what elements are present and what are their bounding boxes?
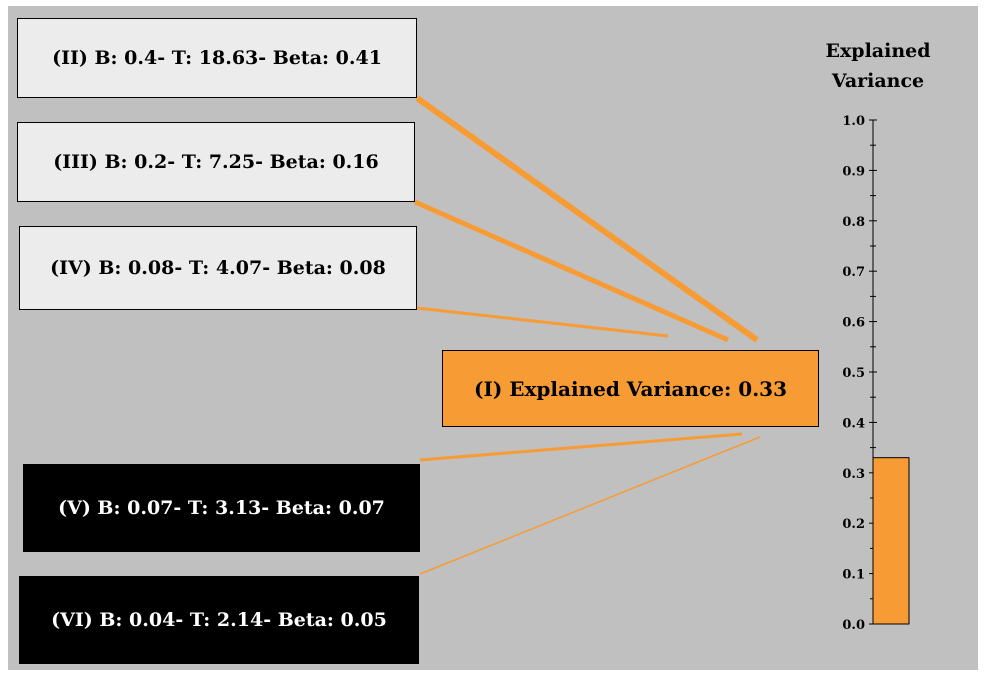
gauge-bar [872, 457, 910, 625]
predictor-label-iii: (III) B: 0.2- T: 7.25- Beta: 0.16 [53, 151, 379, 173]
gauge-title-line2: Variance [831, 70, 925, 92]
gauge-tick-label: 0.3 [842, 467, 865, 482]
gauge-tick-label: 0.4 [842, 416, 865, 431]
connector-iii [413, 199, 730, 343]
gauge-tick-label: 0.9 [842, 164, 865, 179]
connector-iv [416, 306, 669, 338]
gauge-tick-label: 0.1 [842, 568, 865, 583]
connector-vi [419, 436, 761, 575]
gauge-title: Explained Variance [808, 36, 948, 96]
gauge-tick-label: 0.6 [842, 316, 865, 331]
gauge-tick-label: 0.2 [842, 517, 865, 532]
predictor-label-ii: (II) B: 0.4- T: 18.63- Beta: 0.41 [52, 47, 382, 69]
predictor-box-iii: (III) B: 0.2- T: 7.25- Beta: 0.16 [17, 122, 415, 202]
gauge-tick-label: 0.8 [842, 215, 865, 230]
diagram-canvas [8, 6, 978, 670]
connector-ii [415, 95, 759, 343]
predictor-box-v: (V) B: 0.07- T: 3.13- Beta: 0.07 [23, 464, 420, 552]
predictor-label-v: (V) B: 0.07- T: 3.13- Beta: 0.07 [58, 497, 385, 519]
predictor-box-vi: (VI) B: 0.04- T: 2.14- Beta: 0.05 [19, 576, 419, 664]
gauge-tick-label: 0.5 [842, 366, 865, 381]
predictor-box-ii: (II) B: 0.4- T: 18.63- Beta: 0.41 [17, 18, 417, 98]
predictor-label-iv: (IV) B: 0.08- T: 4.07- Beta: 0.08 [50, 257, 386, 279]
gauge-tick-label: 0.0 [842, 618, 865, 633]
predictor-label-vi: (VI) B: 0.04- T: 2.14- Beta: 0.05 [51, 609, 387, 631]
outcome-box: (I) Explained Variance: 0.33 [442, 350, 819, 427]
gauge-tick-label: 1.0 [842, 114, 865, 129]
gauge-title-line1: Explained [825, 40, 931, 62]
predictor-box-iv: (IV) B: 0.08- T: 4.07- Beta: 0.08 [19, 226, 417, 310]
outcome-label: (I) Explained Variance: 0.33 [474, 376, 787, 401]
gauge-tick-label: 0.7 [842, 265, 865, 280]
connector-v [419, 432, 743, 462]
